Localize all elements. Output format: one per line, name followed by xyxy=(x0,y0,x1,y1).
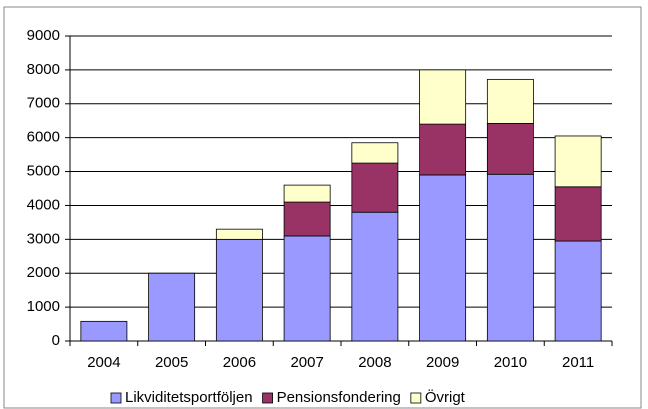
legend-swatch xyxy=(110,392,122,404)
bar-segment xyxy=(351,162,399,213)
y-tick-label: 5000 xyxy=(27,163,60,180)
y-tick-label: 3000 xyxy=(27,230,60,247)
x-tick-label: 2008 xyxy=(358,354,391,371)
y-tick-label: 7000 xyxy=(27,95,60,112)
bar-segment xyxy=(554,135,602,188)
x-tick-label: 2005 xyxy=(155,354,188,371)
y-tick-label: 1000 xyxy=(27,298,60,315)
bar-segment xyxy=(351,211,399,342)
bar-segment xyxy=(486,78,534,124)
bar-segment xyxy=(419,174,467,342)
legend-label: Övrigt xyxy=(425,388,466,406)
x-tick-label: 2004 xyxy=(87,354,120,371)
bar-segment xyxy=(486,173,534,342)
legend-swatch xyxy=(262,392,273,404)
bar-segment xyxy=(80,320,128,342)
chart-border xyxy=(3,6,642,409)
y-tick-label: 0 xyxy=(52,332,60,349)
legend-swatch xyxy=(410,392,422,404)
y-tick-label: 2000 xyxy=(27,264,60,281)
x-tick-label: 2007 xyxy=(290,354,323,371)
bar-segment xyxy=(215,238,263,342)
x-tick-label: 2006 xyxy=(223,354,256,371)
bar-segment xyxy=(554,240,602,342)
bar-segment xyxy=(486,123,534,175)
bar-segment xyxy=(148,272,196,342)
bar-segment xyxy=(283,184,331,203)
y-tick-label: 6000 xyxy=(27,129,60,146)
legend-label: Pensionsfondering xyxy=(277,389,401,406)
x-tick-label: 2009 xyxy=(426,354,459,371)
y-tick-label: 9000 xyxy=(27,27,60,44)
y-tick-label: 8000 xyxy=(27,61,60,78)
x-tick-label: 2011 xyxy=(562,354,594,371)
bar-segment xyxy=(215,228,263,240)
bar-segment xyxy=(283,201,331,237)
bar-segment xyxy=(554,186,602,242)
bar-segment xyxy=(419,123,467,176)
y-tick-label: 4000 xyxy=(27,196,60,213)
bar-segment xyxy=(419,69,467,125)
x-tick-label: 2010 xyxy=(494,354,527,371)
legend-label: Likviditetsportföljen xyxy=(125,389,253,406)
bar-segment xyxy=(283,235,331,342)
bar-segment xyxy=(351,142,399,164)
